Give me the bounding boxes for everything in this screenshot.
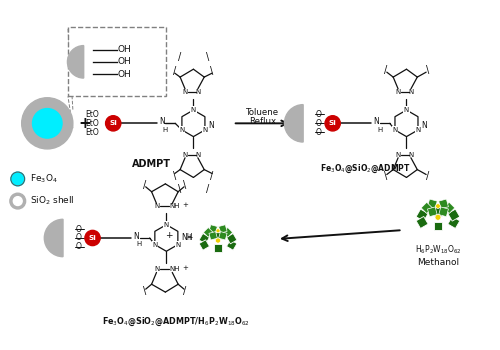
FancyBboxPatch shape: [68, 27, 166, 96]
Text: \: \: [210, 66, 214, 76]
Text: O: O: [316, 110, 322, 119]
Text: H: H: [162, 127, 168, 133]
Text: \: \: [184, 180, 186, 190]
Text: N: N: [374, 117, 380, 126]
Text: N: N: [392, 127, 398, 133]
Text: +: +: [182, 202, 188, 208]
Text: /: /: [210, 171, 214, 181]
Text: NH: NH: [181, 232, 192, 241]
Text: \: \: [173, 171, 176, 181]
Text: N: N: [164, 222, 169, 228]
Text: +: +: [182, 265, 188, 271]
Text: N: N: [154, 266, 159, 273]
Text: /: /: [206, 184, 209, 194]
Text: EtO: EtO: [85, 119, 99, 128]
Text: H: H: [137, 241, 142, 247]
Text: +: +: [166, 231, 173, 240]
Text: N: N: [152, 241, 158, 248]
Circle shape: [14, 197, 22, 205]
Text: Si: Si: [110, 120, 117, 126]
Text: Toluene: Toluene: [246, 108, 279, 117]
Circle shape: [10, 193, 26, 209]
Text: EtO: EtO: [85, 110, 99, 119]
Text: +: +: [79, 116, 92, 131]
Text: O: O: [76, 233, 82, 243]
Circle shape: [325, 116, 340, 131]
Circle shape: [436, 204, 440, 209]
Text: /: /: [173, 66, 176, 76]
Text: \: \: [206, 52, 209, 62]
Circle shape: [435, 214, 441, 220]
Text: \: \: [426, 65, 429, 75]
Text: N: N: [182, 89, 188, 95]
Text: OH: OH: [118, 70, 132, 79]
Text: Si: Si: [88, 235, 96, 241]
Text: Fe$_3$O$_4$: Fe$_3$O$_4$: [30, 173, 58, 185]
Text: N: N: [408, 152, 414, 158]
Text: SiO$_2$ shell: SiO$_2$ shell: [30, 195, 74, 207]
Text: N: N: [208, 121, 214, 130]
Text: H: H: [377, 127, 382, 133]
Text: +: +: [186, 232, 192, 241]
Text: ADMPT: ADMPT: [132, 159, 171, 169]
Text: O: O: [316, 119, 322, 128]
Text: /: /: [384, 65, 388, 75]
Text: EtO: EtO: [85, 128, 99, 137]
Text: N: N: [191, 107, 196, 113]
Text: Methanol: Methanol: [417, 258, 459, 267]
Circle shape: [85, 230, 100, 246]
Text: O: O: [76, 225, 82, 234]
Text: N: N: [421, 121, 427, 130]
Text: Fe$_3$O$_4$@SiO$_2$@ADMPT: Fe$_3$O$_4$@SiO$_2$@ADMPT: [320, 163, 411, 175]
Text: NH: NH: [170, 266, 180, 273]
Circle shape: [216, 238, 220, 243]
Text: /: /: [143, 180, 146, 190]
Text: N: N: [195, 152, 200, 158]
Circle shape: [11, 172, 24, 186]
Text: N: N: [182, 152, 188, 158]
Text: \: \: [143, 286, 146, 296]
Text: N: N: [416, 127, 420, 133]
Circle shape: [216, 229, 220, 233]
Text: N: N: [195, 89, 200, 95]
Text: O: O: [76, 242, 82, 251]
Text: H$_6$P$_2$W$_{18}$O$_{62}$: H$_6$P$_2$W$_{18}$O$_{62}$: [414, 244, 462, 256]
Circle shape: [32, 108, 62, 138]
Wedge shape: [44, 219, 63, 257]
Circle shape: [106, 116, 121, 131]
Text: N: N: [404, 107, 409, 113]
Text: N: N: [396, 152, 400, 158]
Text: Reflux: Reflux: [248, 117, 276, 126]
Text: NH: NH: [170, 203, 180, 210]
Wedge shape: [68, 46, 84, 78]
Text: N: N: [408, 89, 414, 95]
Text: N: N: [202, 127, 207, 133]
Wedge shape: [284, 105, 303, 142]
Text: N: N: [154, 203, 159, 210]
Circle shape: [22, 98, 73, 149]
Text: /: /: [184, 286, 186, 296]
Text: N: N: [175, 241, 180, 248]
Text: OH: OH: [118, 45, 132, 54]
Text: /: /: [426, 172, 429, 182]
Text: O: O: [316, 128, 322, 137]
Text: N: N: [134, 231, 139, 240]
Text: \: \: [178, 184, 182, 194]
Text: N: N: [159, 117, 164, 126]
Text: Fe$_3$O$_4$@SiO$_2$@ADMPT/H$_6$P$_2$W$_{18}$O$_{62}$: Fe$_3$O$_4$@SiO$_2$@ADMPT/H$_6$P$_2$W$_{…: [102, 315, 250, 328]
Text: N: N: [180, 127, 184, 133]
Text: /: /: [178, 52, 182, 62]
Text: Si: Si: [329, 120, 336, 126]
Text: N: N: [396, 89, 400, 95]
Text: OH: OH: [118, 57, 132, 66]
Text: \: \: [384, 172, 388, 182]
